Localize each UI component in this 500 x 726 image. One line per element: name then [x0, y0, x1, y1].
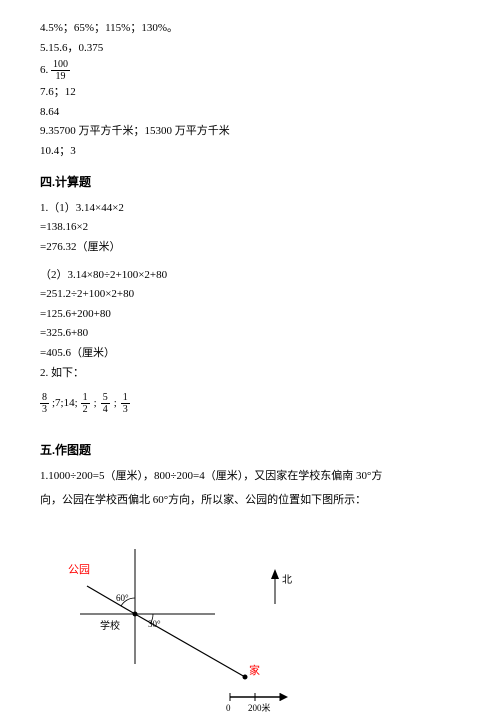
angle30-label: 30° [148, 619, 161, 629]
section-4-title: 四.计算题 [40, 173, 460, 192]
diagram-svg: 公园 学校 家 北 60° 30° 0 200米 [40, 519, 340, 719]
calc-2-4: =325.6+80 [40, 325, 460, 343]
park-label: 公园 [68, 563, 90, 576]
fraction-100-19: 100 19 [51, 59, 70, 82]
section-5-title: 五.作图题 [40, 441, 460, 460]
home-point [243, 675, 248, 680]
calc-1-3: =276.32（厘米） [40, 239, 460, 257]
f4-num: 1 [121, 392, 130, 404]
scale-arrow [280, 693, 288, 701]
f4-den: 3 [121, 404, 130, 415]
calc-1-2: =138.16×2 [40, 219, 460, 237]
calc-2-3: =125.6+200+80 [40, 306, 460, 324]
problem-5-1-line1: 1.1000÷200=5（厘米），800÷200=4（厘米），又因家在学校东偏南… [40, 468, 460, 486]
f3-den: 4 [101, 404, 110, 415]
scale-0: 0 [226, 703, 231, 713]
answer-10: 10.4；3 [40, 143, 460, 161]
colon-1: ; [94, 395, 97, 413]
answer-7: 7.6；12 [40, 84, 460, 102]
f1-den: 3 [40, 404, 49, 415]
fraction-1: 8 3 [40, 392, 49, 415]
fraction-4: 1 3 [121, 392, 130, 415]
answer-9: 9.35700 万平方千米；15300 万平方千米 [40, 123, 460, 141]
problem-5-1-line2: 向，公园在学校西偏北 60°方向，所以家、公园的位置如下图所示： [40, 492, 460, 510]
answer-8: 8.64 [40, 104, 460, 122]
colon-2: ; [114, 395, 117, 413]
calc-2-2: =251.2÷2+100×2+80 [40, 286, 460, 304]
f1-num: 8 [40, 392, 49, 404]
calc-1-1: 1.（1）3.14×44×2 [40, 200, 460, 218]
north-arrow-head [271, 569, 279, 579]
angle60-label: 60° [116, 593, 129, 603]
answer-4: 4.5%；65%；115%；130%。 [40, 20, 460, 38]
home-label: 家 [249, 663, 260, 677]
answer-5: 5.15.6，0.375 [40, 40, 460, 58]
f2-num: 1 [81, 392, 90, 404]
north-label: 北 [282, 574, 292, 586]
answer-6-prefix: 6. [40, 64, 48, 76]
ratio-mid1: ;7;14; [52, 395, 78, 413]
calc-3: 2. 如下： [40, 365, 460, 383]
school-point [133, 612, 138, 617]
answer-6: 6. 100 19 [40, 59, 460, 82]
fraction-den: 19 [51, 71, 70, 82]
calc-2-5: =405.6（厘米） [40, 345, 460, 363]
direction-diagram: 公园 学校 家 北 60° 30° 0 200米 [40, 519, 460, 726]
fraction-3: 5 4 [101, 392, 110, 415]
fraction-num: 100 [51, 59, 70, 71]
ratio-expression: 8 3 ;7;14; 1 2 ; 5 4 ; 1 3 [40, 392, 460, 415]
calc-2-1: （2）3.14×80÷2+100×2+80 [40, 267, 460, 285]
f3-num: 5 [101, 392, 110, 404]
fraction-2: 1 2 [81, 392, 90, 415]
school-label: 学校 [100, 619, 120, 632]
f2-den: 2 [81, 404, 90, 415]
